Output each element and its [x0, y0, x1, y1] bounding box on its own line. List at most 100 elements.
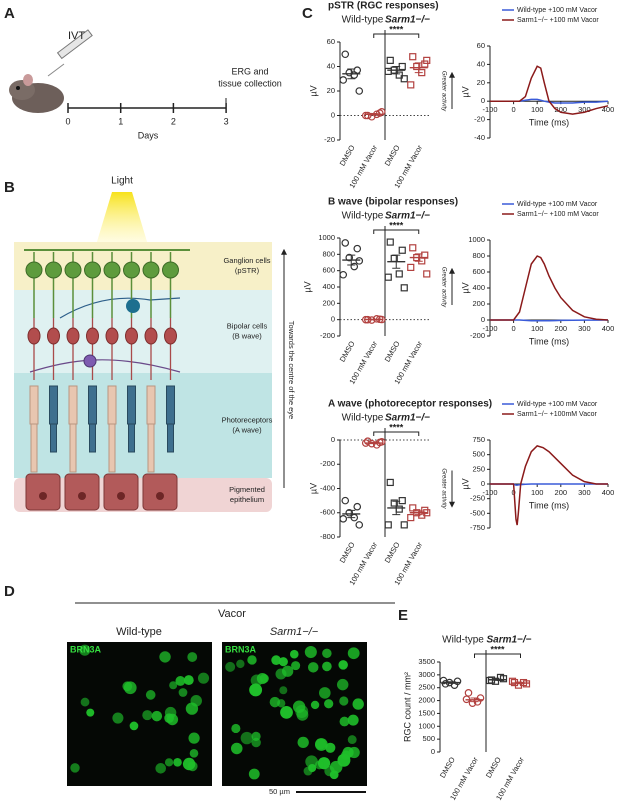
nucleus [324, 699, 334, 709]
nucleus [318, 687, 331, 699]
layer-label: (B wave) [232, 331, 262, 340]
x-tick-label: 200 [555, 105, 568, 114]
mouse-ear [23, 74, 33, 86]
data-point [395, 505, 403, 513]
data-point [384, 521, 392, 529]
mouse-eye [16, 86, 20, 90]
error-bar [369, 441, 378, 445]
nucleus [164, 758, 174, 767]
nucleus [329, 770, 339, 780]
group-label: Sarm1−/− [385, 15, 430, 26]
nucleus [307, 662, 319, 673]
y-tick-label: -20 [324, 135, 335, 144]
y-tick-label: 200 [472, 299, 485, 308]
group-label: Sarm1−/− [385, 211, 430, 222]
data-point [439, 676, 448, 685]
nucleus [325, 742, 336, 753]
y-tick-label: 60 [477, 41, 485, 50]
amacrine-cell [126, 299, 140, 313]
significance-bracket [373, 229, 420, 234]
legend-label: Wild-type +100 mM Vacor [517, 7, 598, 14]
collection-label: tissue collection [218, 78, 282, 88]
data-point [361, 111, 370, 120]
nucleus [178, 688, 188, 697]
nucleus [289, 649, 299, 659]
nucleus [187, 652, 198, 662]
nucleus [314, 760, 324, 770]
nucleus [315, 738, 327, 750]
significance-label: **** [389, 220, 404, 230]
rod-outer [68, 385, 78, 425]
direction-label: Towards the centre of the eye [287, 321, 296, 419]
x-tick-label: 200 [555, 488, 568, 497]
group-label: Wild-type [342, 211, 384, 222]
significance-label: **** [389, 24, 404, 34]
x-tick-label: -100 [482, 105, 497, 114]
nucleus [297, 736, 309, 749]
cone-outer [88, 385, 97, 425]
nucleus [173, 758, 182, 767]
days-label: Days [138, 130, 159, 140]
y-tick-label: 500 [472, 450, 485, 459]
y-tick-label: -800 [320, 532, 335, 541]
nucleus [339, 716, 350, 727]
nucleus [352, 698, 364, 710]
group-label: Wild-type [442, 635, 484, 646]
y-tick-label: 60 [327, 37, 335, 46]
y-tick-label: 2500 [418, 683, 435, 692]
panel-letter: C [302, 5, 313, 22]
ganglion-cell [103, 261, 121, 279]
data-point [384, 67, 392, 76]
y-tick-label: -200 [470, 331, 485, 340]
data-point [464, 689, 473, 697]
bipolar-cell [125, 327, 138, 345]
ganglion-cell [84, 261, 101, 279]
bipolar-cell [105, 327, 119, 345]
group-label: Sarm1−/− [385, 413, 430, 424]
nucleus [80, 697, 90, 707]
data-point [350, 262, 359, 271]
y-tick-label: -200 [320, 459, 335, 468]
legend-label: Sarm1−/− +100 mM Vacor [517, 211, 599, 218]
image-label: Sarm1−/− [270, 626, 319, 638]
error-bar [414, 62, 423, 74]
trace [490, 319, 609, 322]
y-tick-label: -200 [320, 331, 335, 340]
x-tick-label: -100 [482, 324, 497, 333]
bipolar-cell [47, 327, 60, 345]
y-tick-label: 600 [472, 267, 485, 276]
significance-bracket [373, 33, 420, 38]
nucleus [291, 661, 301, 671]
y-tick-label: 1000 [318, 233, 335, 242]
image-label: Wild-type [116, 626, 162, 638]
data-point [390, 499, 398, 507]
y-tick-label: 600 [322, 266, 335, 275]
nucleus [190, 695, 202, 707]
nucleus [142, 710, 153, 721]
activity-label: Greater activity [440, 267, 446, 308]
cone-outer [166, 385, 175, 425]
data-point [400, 521, 408, 529]
data-point [398, 497, 406, 505]
data-point [341, 496, 350, 505]
horizontal-cell [83, 354, 97, 368]
pigment-nucleus [39, 492, 47, 500]
y-axis-label: µV [460, 86, 470, 97]
error-bar [414, 253, 423, 262]
nucleus [79, 644, 91, 656]
significance-label: **** [490, 644, 505, 654]
data-point [413, 62, 421, 71]
trace [490, 483, 608, 486]
rod-outer [29, 385, 39, 425]
rod-inner [108, 423, 116, 473]
x-tick-label: 400 [602, 105, 615, 114]
data-point [398, 246, 406, 254]
error-bar [347, 254, 356, 266]
nucleus [347, 714, 359, 726]
data-point [386, 478, 394, 487]
y-tick-label: -40 [474, 133, 485, 142]
light-beam [96, 192, 148, 245]
layer-label: (pSTR) [235, 266, 260, 275]
layer-label: Pigmented [229, 485, 265, 494]
data-point [353, 244, 362, 253]
